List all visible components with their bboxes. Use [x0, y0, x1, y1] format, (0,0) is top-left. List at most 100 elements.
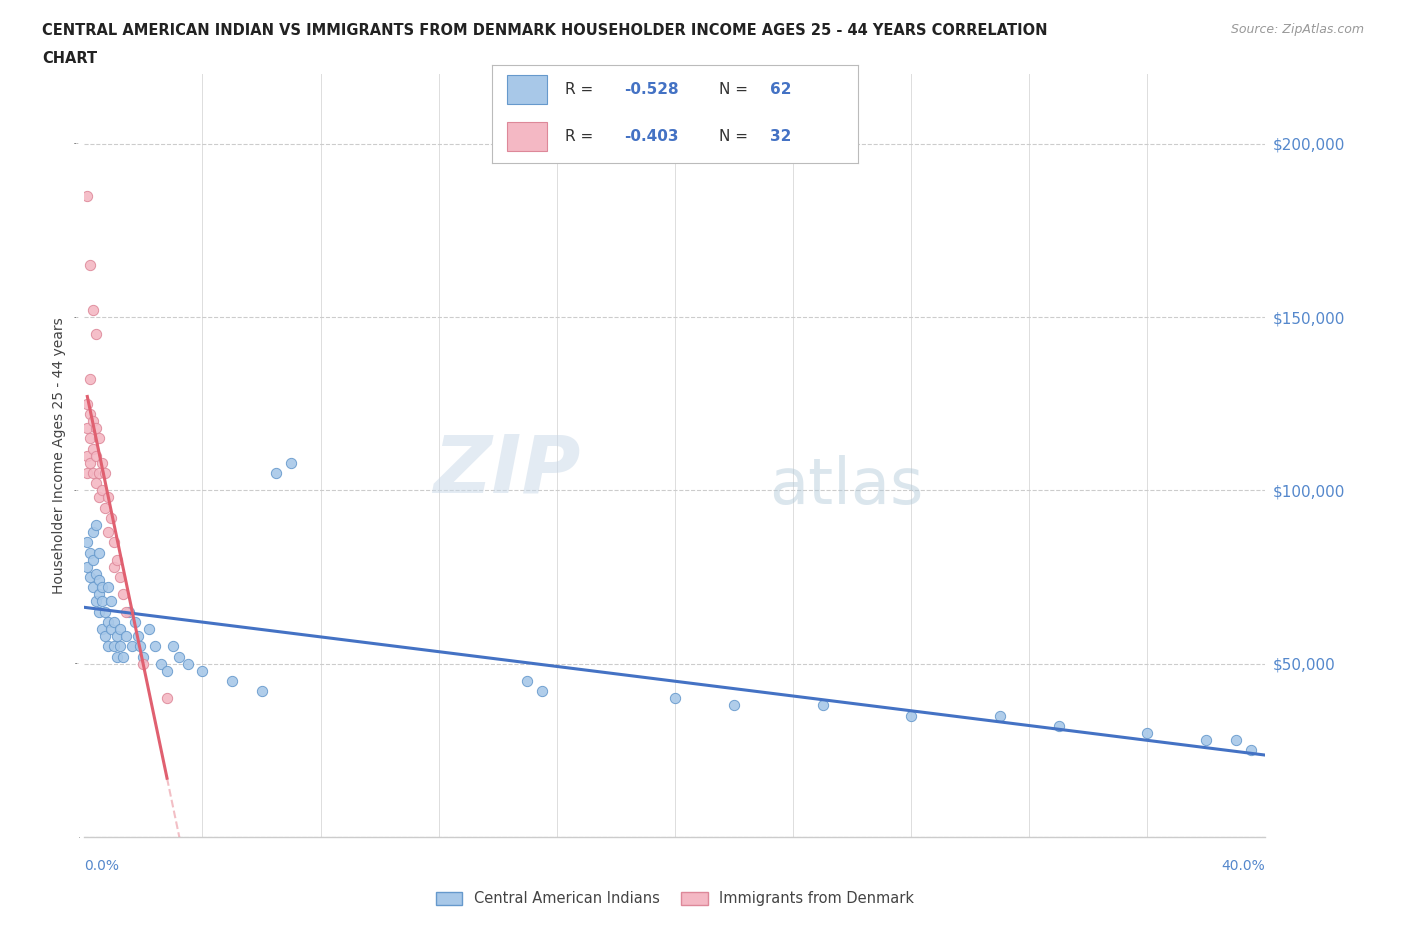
Point — [82, 580, 104, 595]
Point — [89, 573, 111, 588]
Point — [1195, 733, 1218, 748]
Point — [530, 684, 553, 698]
Point — [84, 476, 107, 491]
Point — [132, 649, 155, 664]
Point — [97, 525, 120, 539]
Point — [82, 466, 104, 481]
Text: atlas: atlas — [769, 455, 924, 517]
Legend: Central American Indians, Immigrants from Denmark: Central American Indians, Immigrants fro… — [429, 884, 921, 913]
Point — [76, 396, 98, 411]
Point — [100, 594, 122, 609]
Point — [91, 594, 114, 609]
Point — [108, 569, 131, 584]
Point — [76, 466, 98, 481]
Point — [103, 639, 125, 654]
Point — [79, 431, 101, 445]
Point — [105, 552, 128, 567]
Point — [811, 698, 834, 712]
Text: CENTRAL AMERICAN INDIAN VS IMMIGRANTS FROM DENMARK HOUSEHOLDER INCOME AGES 25 - : CENTRAL AMERICAN INDIAN VS IMMIGRANTS FR… — [42, 23, 1047, 38]
Point — [105, 649, 128, 664]
Point — [94, 604, 117, 619]
Point — [1047, 719, 1070, 734]
Point — [127, 629, 149, 644]
Point — [150, 657, 173, 671]
Point — [111, 587, 134, 602]
Point — [89, 545, 111, 560]
Text: 32: 32 — [770, 129, 792, 144]
Point — [664, 691, 686, 706]
Point — [89, 431, 111, 445]
Point — [124, 615, 146, 630]
Point — [250, 684, 273, 698]
Point — [156, 691, 179, 706]
Point — [100, 511, 122, 525]
Point — [84, 420, 107, 435]
Point — [167, 649, 190, 664]
Point — [84, 518, 107, 533]
Point — [76, 420, 98, 435]
Point — [82, 414, 104, 429]
Point — [108, 639, 131, 654]
Point — [162, 639, 184, 654]
Bar — [506, 122, 547, 151]
Point — [280, 455, 302, 470]
Text: -0.528: -0.528 — [624, 82, 678, 97]
Point — [118, 604, 141, 619]
Point — [1240, 743, 1263, 758]
Point — [121, 639, 143, 654]
Text: R =: R = — [565, 129, 599, 144]
Point — [82, 442, 104, 457]
Text: CHART: CHART — [42, 51, 97, 66]
Point — [89, 604, 111, 619]
Point — [97, 615, 120, 630]
Text: 62: 62 — [770, 82, 792, 97]
Point — [84, 327, 107, 342]
Point — [89, 490, 111, 505]
Point — [516, 673, 538, 688]
Point — [156, 663, 179, 678]
Point — [76, 535, 98, 550]
Point — [129, 639, 152, 654]
Point — [1225, 733, 1247, 748]
Point — [177, 657, 200, 671]
Point — [79, 569, 101, 584]
Point — [91, 483, 114, 498]
Text: R =: R = — [565, 82, 599, 97]
Point — [1136, 725, 1159, 740]
Point — [94, 466, 117, 481]
Point — [264, 466, 288, 481]
Point — [111, 649, 134, 664]
Point — [91, 455, 114, 470]
Bar — [506, 75, 547, 104]
Point — [79, 455, 101, 470]
Text: 40.0%: 40.0% — [1222, 858, 1265, 872]
Point — [103, 615, 125, 630]
Point — [91, 580, 114, 595]
Point — [94, 500, 117, 515]
Point — [76, 559, 98, 574]
Point — [79, 372, 101, 387]
Point — [84, 594, 107, 609]
Point — [82, 552, 104, 567]
Point — [114, 629, 136, 644]
Y-axis label: Householder Income Ages 25 - 44 years: Householder Income Ages 25 - 44 years — [52, 317, 66, 594]
Point — [114, 604, 136, 619]
Point — [105, 629, 128, 644]
Point — [89, 466, 111, 481]
Point — [79, 545, 101, 560]
Point — [988, 709, 1011, 724]
Point — [900, 709, 922, 724]
Point — [94, 629, 117, 644]
Point — [97, 580, 120, 595]
Text: Source: ZipAtlas.com: Source: ZipAtlas.com — [1230, 23, 1364, 36]
Point — [79, 406, 101, 421]
Point — [79, 258, 101, 272]
Point — [143, 639, 166, 654]
Point — [89, 587, 111, 602]
Point — [108, 621, 131, 636]
Text: 0.0%: 0.0% — [84, 858, 120, 872]
Point — [82, 302, 104, 317]
Point — [191, 663, 214, 678]
Text: N =: N = — [718, 82, 752, 97]
Text: N =: N = — [718, 129, 752, 144]
